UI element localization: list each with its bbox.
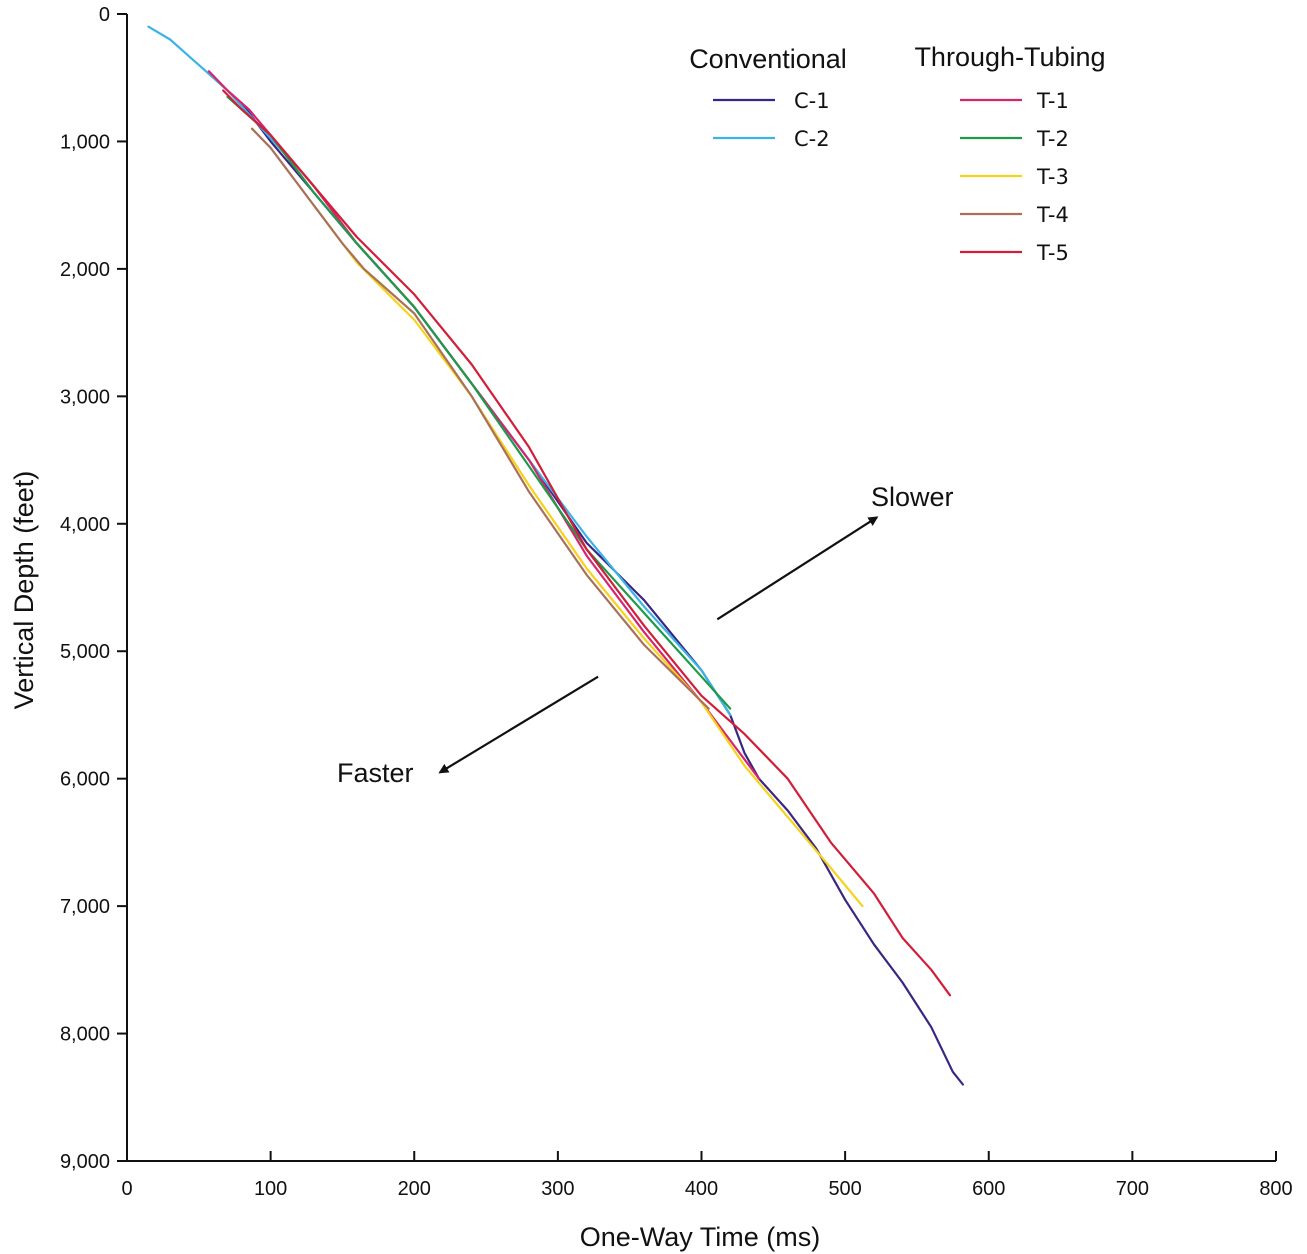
y-tick-label: 2,000 [60, 259, 110, 281]
legend-label-t-2: T-2 [1036, 127, 1069, 151]
series-line-t-4 [250, 127, 710, 710]
y-tick-label: 7,000 [60, 896, 110, 918]
x-tick-label: 500 [828, 1178, 861, 1200]
x-tick-label: 0 [121, 1178, 132, 1200]
y-tick-label: 4,000 [60, 514, 110, 536]
y-tick-label: 1,000 [60, 131, 110, 153]
annotation-arrow-slower [716, 516, 879, 621]
legend-group-title: Conventional [689, 44, 847, 74]
x-tick-label: 200 [398, 1178, 431, 1200]
x-tick-label: 400 [685, 1178, 718, 1200]
y-tick-label: 5,000 [60, 641, 110, 663]
legend-group-title: Through-Tubing [914, 42, 1105, 72]
x-tick-label: 700 [1116, 1178, 1149, 1200]
x-tick-label: 600 [972, 1178, 1005, 1200]
legend: Conventional C-1 C-2 Through-Tubing T-1 T-2 T-… [689, 42, 1105, 265]
legend-label-t-4: T-4 [1036, 203, 1069, 227]
legend-label-c-1: C-1 [794, 89, 830, 113]
series-line-t-3 [312, 204, 864, 908]
legend-label-t-1: T-1 [1036, 89, 1069, 113]
legend-label-t-3: T-3 [1036, 165, 1069, 189]
legend-label-t-5: T-5 [1036, 241, 1069, 265]
series-layer [147, 25, 965, 1086]
annotation-layer: Slower Faster [337, 482, 954, 788]
annotation-arrow-faster [438, 675, 599, 774]
annotation-label-faster: Faster [337, 758, 414, 788]
y-tick-label: 9,000 [60, 1151, 110, 1173]
series-line-t-1 [207, 70, 761, 780]
y-tick-label: 0 [99, 4, 110, 26]
annotation-label-slower: Slower [871, 482, 954, 512]
x-tick-label: 300 [541, 1178, 574, 1200]
y-tick-label: 6,000 [60, 769, 110, 791]
axes: 0 1,000 2,000 3,000 4,000 5,000 6,000 7,000 8,00… [60, 4, 1293, 1200]
y-axis-title: Vertical Depth (feet) [9, 471, 39, 710]
y-tick-label: 3,000 [60, 386, 110, 408]
y-tick-label: 8,000 [60, 1024, 110, 1046]
x-axis-title: One-Way Time (ms) [580, 1222, 821, 1252]
x-tick-label: 100 [254, 1178, 287, 1200]
x-tick-label: 800 [1259, 1178, 1292, 1200]
series-line-t-5 [222, 89, 952, 997]
legend-label-c-2: C-2 [794, 127, 830, 151]
